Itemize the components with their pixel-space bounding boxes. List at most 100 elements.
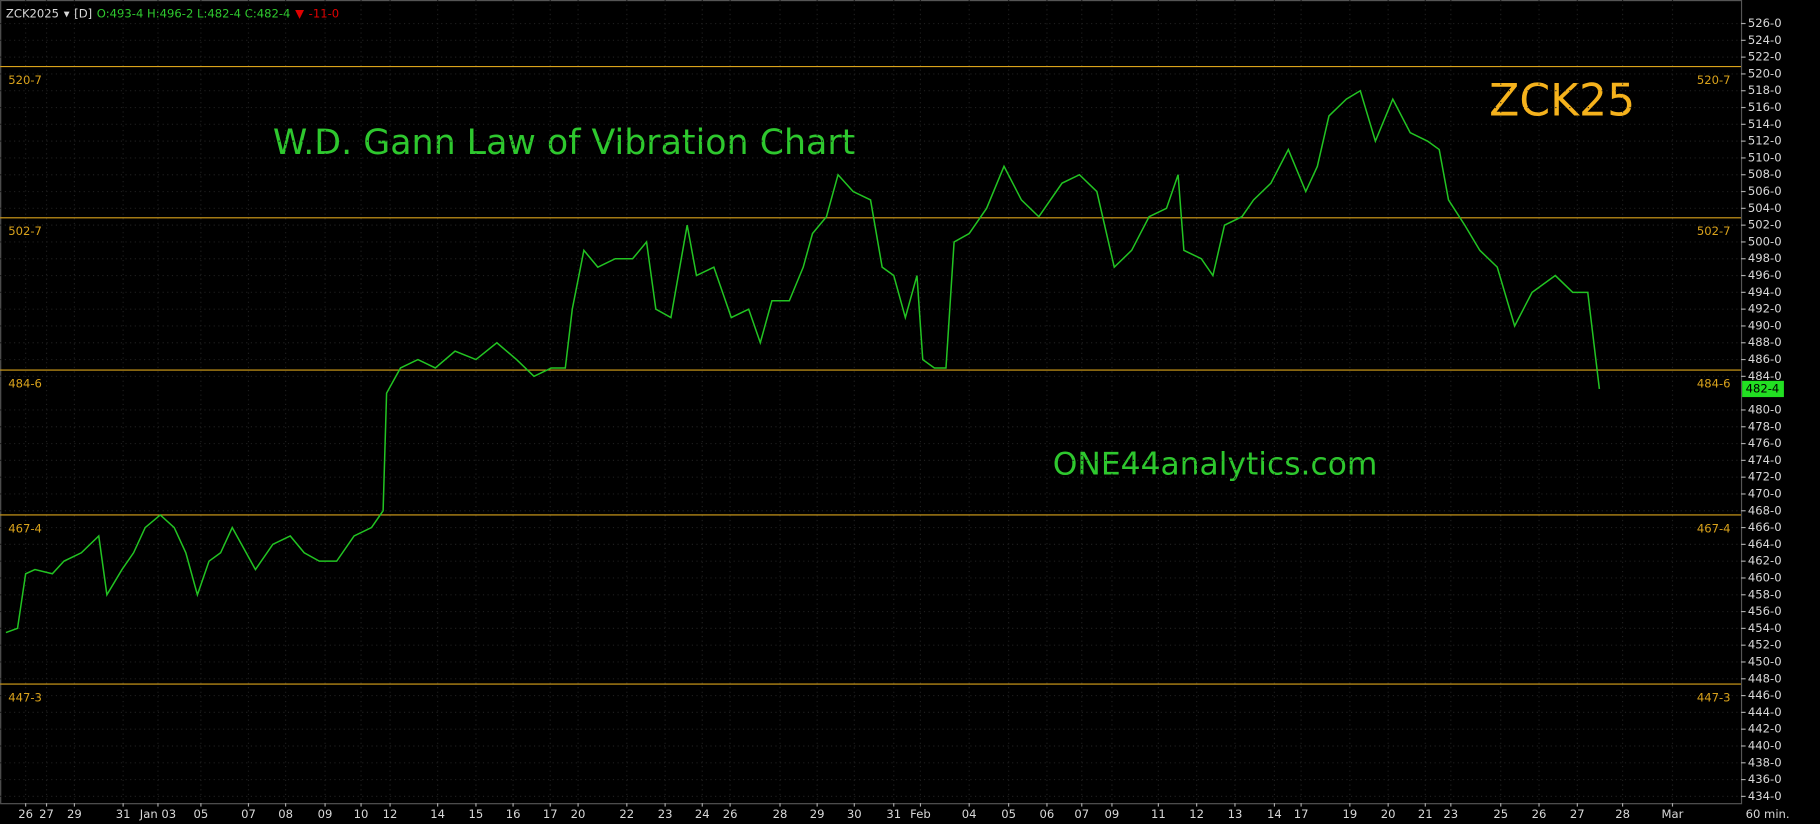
x-tick-label: 09 [1105,807,1120,821]
y-tick-label: 464-0 [1748,537,1782,551]
level-label-right: 447-3 [1697,690,1731,704]
x-tick-label: 31 [886,807,901,821]
x-tick-label: 31 [116,807,131,821]
y-tick-label: 524-0 [1748,33,1782,47]
price-label-box [1742,380,1784,398]
x-tick-label: 19 [1342,807,1357,821]
y-tick-label: 450-0 [1748,654,1782,668]
y-tick-label: 446-0 [1748,688,1782,702]
y-tick-label: 496-0 [1748,268,1782,282]
y-tick-label: 462-0 [1748,554,1782,568]
x-tick-label: 09 [318,807,333,821]
y-tick-label: 444-0 [1748,705,1782,719]
x-tick-label: 21 [1418,807,1433,821]
header: ZCK2025 ▾ [D] O:493-4 H:496-2 L:482-4 C:… [6,6,339,20]
y-tick-label: 522-0 [1748,50,1782,64]
x-tick-label: 07 [241,807,256,821]
y-tick-label: 504-0 [1748,201,1782,215]
x-tick-label: 12 [383,807,398,821]
x-tick-label: 29 [67,807,82,821]
x-tick-label: 17 [543,807,558,821]
header-change: -11-0 [309,6,340,20]
x-tick-label: 27 [1570,807,1585,821]
x-tick-label: 26 [723,807,738,821]
header-ohlc: O:493-4 H:496-2 L:482-4 C:482-4 [97,6,291,20]
x-tick-label: 26 [1532,807,1547,821]
x-tick-label: 23 [1443,807,1458,821]
level-label-left: 484-6 [8,376,42,390]
x-tick-label: 05 [1001,807,1016,821]
y-tick-label: 492-0 [1748,302,1782,316]
y-tick-label: 474-0 [1748,453,1782,467]
x-tick-label: Jan 03 [139,807,176,821]
y-tick-label: 486-0 [1748,352,1782,366]
y-tick-label: 516-0 [1748,100,1782,114]
header-arrow: ▾ [64,6,70,20]
y-tick-label: 438-0 [1748,755,1782,769]
header-change-arrow: ▼ [295,6,304,20]
x-tick-label: 11 [1151,807,1166,821]
x-tick-label: 24 [695,807,710,821]
x-tick-label: 14 [430,807,445,821]
y-tick-label: 448-0 [1748,671,1782,685]
y-tick-label: 460-0 [1748,570,1782,584]
y-tick-label: 508-0 [1748,167,1782,181]
x-tick-label: 25 [1493,807,1508,821]
y-tick-label: 454-0 [1748,621,1782,635]
x-tick-label: 23 [658,807,673,821]
y-tick-label: 500-0 [1748,234,1782,248]
level-label-right: 484-6 [1697,376,1731,390]
y-tick-label: 526-0 [1748,16,1782,30]
level-label-right: 520-7 [1697,73,1731,87]
y-tick-label: 470-0 [1748,486,1782,500]
x-tick-label: Mar [1662,807,1684,821]
x-tick-label: 28 [773,807,788,821]
x-tick-label: 10 [354,807,369,821]
y-tick-label: 480-0 [1748,402,1782,416]
x-tick-label: 08 [278,807,293,821]
level-label-left: 520-7 [8,73,42,87]
y-tick-label: 442-0 [1748,722,1782,736]
x-tick-label: 29 [810,807,825,821]
price-line [5,89,1601,634]
x-tick-label: 13 [1228,807,1243,821]
x-tick-label: 16 [506,807,521,821]
y-tick-label: 472-0 [1748,470,1782,484]
price-label: 482-4 [1746,381,1780,395]
y-tick-label: 456-0 [1748,604,1782,618]
y-tick-label: 478-0 [1748,419,1782,433]
level-label-left: 447-3 [8,690,42,704]
x-unit-label: 60 min. [1746,807,1790,821]
y-tick-label: 502-0 [1748,218,1782,232]
y-tick-label: 494-0 [1748,285,1782,299]
y-tick-label: 498-0 [1748,251,1782,265]
x-tick-label: 12 [1189,807,1204,821]
y-tick-label: 514-0 [1748,117,1782,131]
x-tick-label: 15 [469,807,484,821]
y-tick-label: 452-0 [1748,638,1782,652]
y-tick-label: 458-0 [1748,587,1782,601]
y-tick-label: 468-0 [1748,503,1782,517]
x-tick-label: 04 [962,807,977,821]
y-tick-label: 518-0 [1748,83,1782,97]
level-label-left: 467-4 [8,521,42,535]
watermark: ONE44analytics.com [1053,446,1378,482]
level-label-left: 502-7 [8,224,42,238]
x-tick-label: 05 [194,807,209,821]
x-tick-label: 20 [1381,807,1396,821]
x-tick-label: 17 [1294,807,1309,821]
header-interval: [D] [74,6,92,20]
y-tick-label: 484-0 [1748,369,1782,383]
x-tick-label: 20 [571,807,586,821]
x-tick-label: 07 [1074,807,1089,821]
y-tick-label: 466-0 [1748,520,1782,534]
y-tick-label: 490-0 [1748,318,1782,332]
y-tick-label: 510-0 [1748,150,1782,164]
plot-frame [0,0,1743,805]
x-tick-label: 14 [1267,807,1282,821]
y-tick-label: 440-0 [1748,738,1782,752]
level-label-right: 502-7 [1697,224,1731,238]
